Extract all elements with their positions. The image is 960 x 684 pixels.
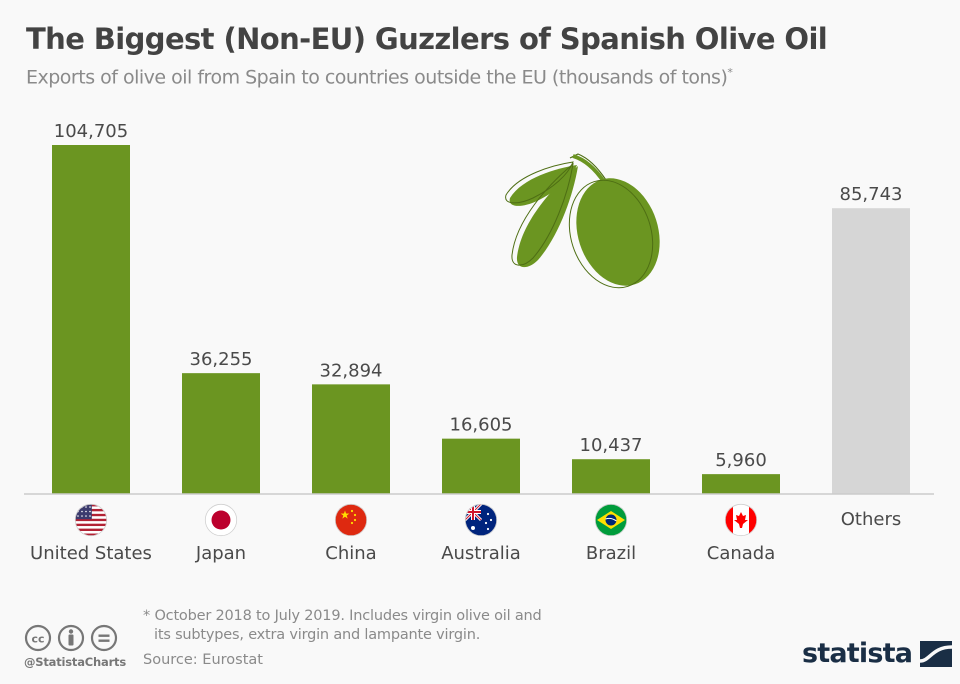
china-flag-icon — [334, 503, 368, 537]
value-label: 5,960 — [715, 450, 767, 471]
bar-japan[interactable] — [182, 373, 260, 494]
canada-flag-icon — [724, 503, 758, 537]
australia-flag-icon — [464, 503, 498, 537]
bar-canada[interactable] — [702, 474, 780, 494]
category-label: Japan — [195, 543, 246, 564]
subtitle-text: Exports of olive oil from Spain to count… — [26, 66, 728, 89]
statista-logo[interactable]: statista — [802, 638, 953, 669]
category-label: China — [325, 543, 376, 564]
by-icon — [57, 624, 85, 652]
brazil-flag-icon — [594, 503, 628, 537]
olive-icon — [505, 153, 660, 289]
bars-group — [52, 145, 910, 494]
value-label: 10,437 — [580, 435, 643, 456]
twitter-handle[interactable]: @StatistaCharts — [24, 655, 126, 669]
value-label: 85,743 — [840, 184, 903, 205]
chart-title: The Biggest (Non-EU) Guzzlers of Spanish… — [26, 22, 828, 56]
bar-brazil[interactable] — [572, 459, 650, 494]
category-label: Brazil — [586, 543, 636, 564]
bar-united-states[interactable] — [52, 145, 130, 494]
value-label: 32,894 — [320, 360, 383, 381]
license-icons[interactable]: cc — [24, 624, 124, 652]
category-label: United States — [30, 543, 152, 564]
cc-icon: cc — [24, 624, 52, 652]
value-label: 16,605 — [450, 415, 513, 436]
category-labels-group: United States Japan China Australia Brazil Ca… — [30, 509, 901, 564]
category-label: Others — [841, 509, 902, 530]
svg-text:cc: cc — [31, 633, 44, 646]
subtitle-marker: * — [727, 66, 733, 79]
logo-text: statista — [802, 638, 913, 669]
bar-china[interactable] — [312, 384, 390, 494]
bar-chart: 104,705 36,255 32,894 16,605 10,437 5,960 85,7… — [24, 121, 934, 564]
value-label: 36,255 — [190, 349, 253, 370]
chart-subtitle: Exports of olive oil from Spain to count… — [26, 66, 733, 89]
value-label: 104,705 — [54, 121, 128, 142]
nd-icon — [90, 624, 118, 652]
value-labels-group: 104,705 36,255 32,894 16,605 10,437 5,960 85,7… — [54, 121, 903, 471]
bar-others[interactable] — [832, 208, 910, 494]
category-label: Canada — [707, 543, 776, 564]
statista-logo-icon — [919, 640, 953, 667]
japan-flag-icon — [204, 503, 238, 537]
category-label: Australia — [441, 543, 521, 564]
footnote-line-1: * October 2018 to July 2019. Includes vi… — [143, 608, 542, 624]
us-flag-icon — [74, 503, 108, 537]
footnote-line-2: its subtypes, extra virgin and lampante … — [154, 627, 481, 643]
footnote: * October 2018 to July 2019. Includes vi… — [143, 607, 542, 645]
source-text: Source: Eurostat — [143, 652, 263, 668]
bar-australia[interactable] — [442, 438, 520, 494]
flags-group — [74, 503, 758, 537]
